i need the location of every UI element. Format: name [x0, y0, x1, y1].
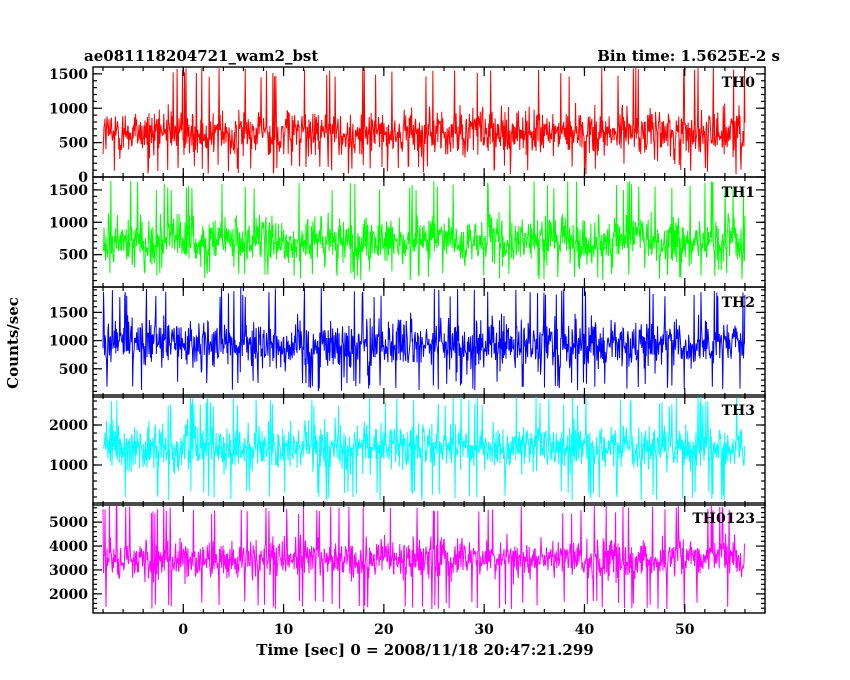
series-line-th1	[102, 180, 746, 281]
bin-time-label: Bin time: 1.5625E-2 s	[597, 47, 780, 65]
series-line-th2	[102, 287, 746, 392]
chart-title: ae081118204721_wam2_bst	[84, 47, 318, 65]
y-tick-label: 1500	[49, 305, 88, 321]
y-tick-label: 2000	[49, 587, 88, 603]
series-label-th0123: TH0123	[692, 511, 755, 527]
y-tick-label: 4000	[49, 539, 88, 555]
series-label-th0: TH0	[722, 75, 756, 91]
x-axis-label: Time [sec] 0 = 2008/11/18 20:47:21.299	[256, 641, 593, 659]
panel-th0: 0 500 1000 1500 TH0	[49, 66, 766, 186]
series-label-th1: TH1	[722, 185, 755, 201]
series-line-th0123	[102, 504, 746, 610]
series-label-th2: TH2	[722, 295, 755, 311]
y-tick-label: 1500	[49, 67, 88, 83]
panel-th2: 500 1000 1500 TH2	[49, 286, 766, 398]
series-label-th3: TH3	[722, 403, 755, 419]
y-tick-label: 500	[59, 248, 88, 264]
panel-frame	[92, 286, 766, 398]
y-tick-label: 1000	[49, 101, 88, 117]
x-tick-label: 40	[575, 622, 595, 638]
panel-th3: 1000 2000 TH3	[49, 394, 766, 506]
y-tick-label: 1000	[49, 215, 88, 231]
x-tick-label: 0	[178, 622, 188, 638]
y-axis-label: Counts/sec	[4, 297, 22, 389]
series-line-th0	[102, 67, 746, 175]
panel-th0123: 2000 3000 4000 5000 TH0123	[49, 502, 766, 614]
panel-frame	[92, 394, 766, 506]
panel-frame	[92, 502, 766, 614]
y-tick-label: 500	[59, 362, 88, 378]
y-tick-label: 1000	[49, 334, 88, 350]
y-tick-label: 5000	[49, 515, 88, 531]
y-tick-label: 500	[59, 136, 88, 152]
series-line-th3	[102, 397, 746, 501]
panel-th1: 500 1000 1500 TH1	[49, 176, 766, 288]
y-tick-label: 2000	[49, 418, 88, 434]
y-tick-label: 1500	[49, 183, 88, 199]
x-tick-label: 50	[675, 622, 695, 638]
y-tick-label: 1000	[49, 458, 88, 474]
y-tick-label: 3000	[49, 563, 88, 579]
x-tick-label: 20	[374, 622, 394, 638]
x-tick-label: 10	[274, 622, 294, 638]
y-tick-label: 0	[78, 170, 88, 186]
x-tick-label: 30	[474, 622, 494, 638]
